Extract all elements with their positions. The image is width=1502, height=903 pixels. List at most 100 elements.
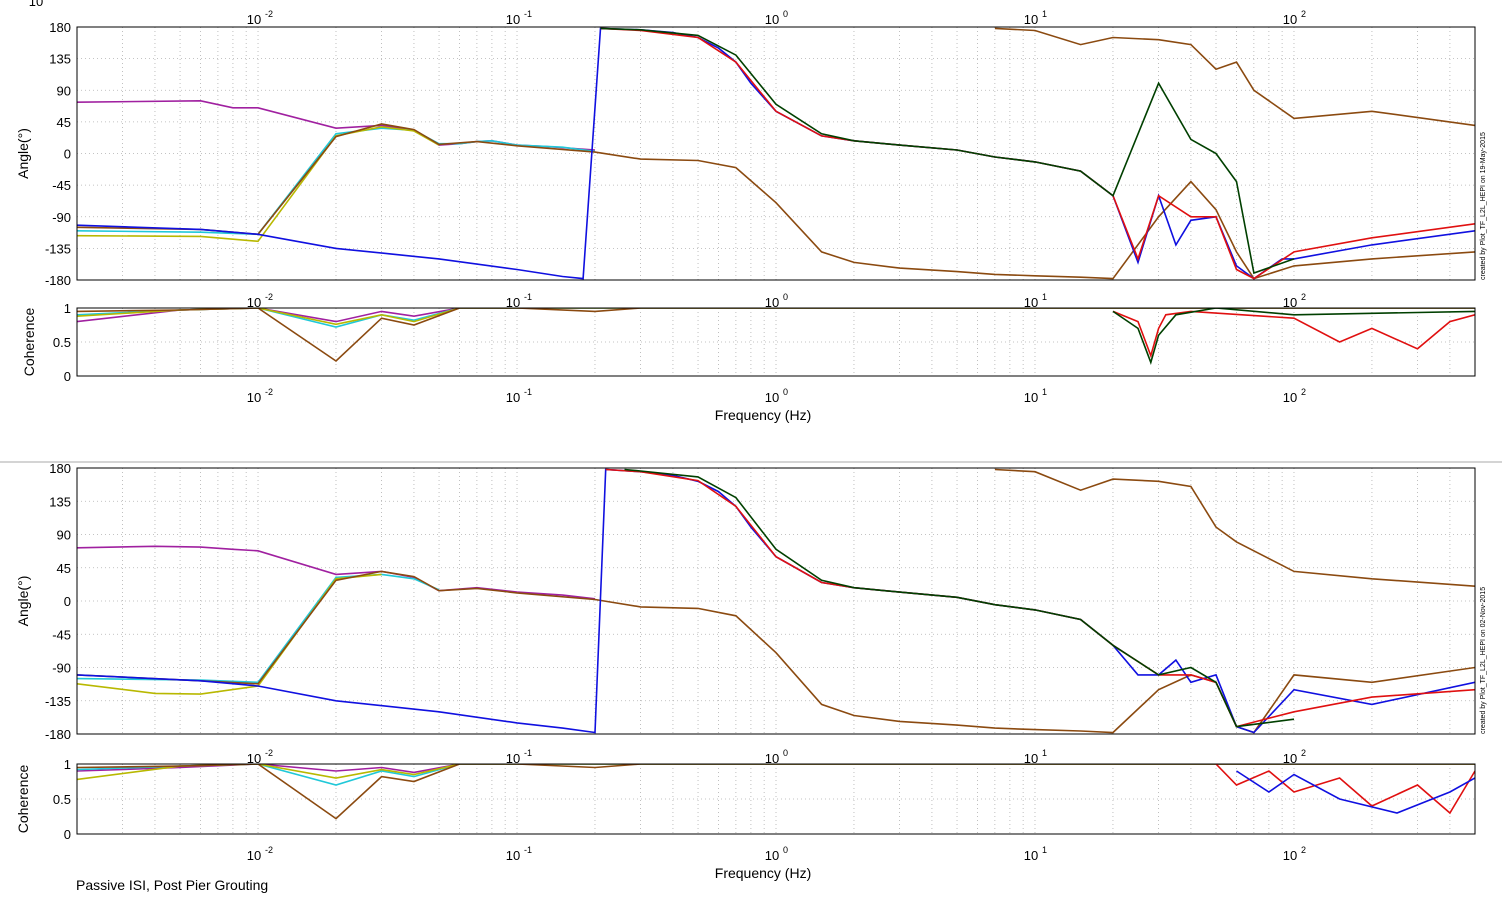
x-tick-label: 10 xyxy=(1283,390,1297,405)
x-tick-label: 10 xyxy=(1283,12,1297,27)
x-tick-label: 10 xyxy=(765,390,779,405)
x-axis-label: Frequency (Hz) xyxy=(715,865,811,881)
top-clipped-label: 10 xyxy=(29,0,43,9)
y-tick-label: 0.5 xyxy=(53,335,71,350)
y-tick-label: 45 xyxy=(57,115,71,130)
x-tick-exponent: 2 xyxy=(1301,292,1306,302)
x-tick-label: 10 xyxy=(1283,751,1297,766)
y-tick-label: 0 xyxy=(64,827,71,842)
y-tick-label: -135 xyxy=(45,694,71,709)
x-tick-label: 10 xyxy=(765,12,779,27)
x-tick-exponent: 0 xyxy=(783,9,788,19)
series-line xyxy=(600,27,1295,275)
y-axis-label: Angle(°) xyxy=(15,576,31,627)
x-tick-label: 10 xyxy=(247,848,261,863)
x-tick-label: 10 xyxy=(765,751,779,766)
y-tick-label: -180 xyxy=(45,727,71,742)
x-tick-exponent: 1 xyxy=(1042,387,1047,397)
x-tick-exponent: 2 xyxy=(1301,748,1306,758)
x-tick-label: 10 xyxy=(1024,848,1038,863)
y-tick-label: 135 xyxy=(49,494,71,509)
y-tick-label: 1 xyxy=(64,301,71,316)
x-tick-label: 10 xyxy=(247,12,261,27)
x-tick-exponent: -2 xyxy=(265,387,273,397)
x-tick-label: 10 xyxy=(506,390,520,405)
x-tick-exponent: 0 xyxy=(783,387,788,397)
series-line xyxy=(994,468,1475,587)
x-tick-label: 10 xyxy=(1024,751,1038,766)
series-line xyxy=(77,99,596,151)
y-tick-label: 0.5 xyxy=(53,792,71,807)
series-line xyxy=(77,123,1475,280)
figure-caption: Passive ISI, Post Pier Grouting xyxy=(76,877,269,893)
y-tick-label: 180 xyxy=(49,20,71,35)
y-tick-label: 0 xyxy=(64,594,71,609)
x-tick-exponent: 0 xyxy=(783,292,788,302)
x-tick-exponent: -2 xyxy=(265,292,273,302)
x-tick-label: 10 xyxy=(1283,848,1297,863)
y-tick-label: 90 xyxy=(57,528,71,543)
x-tick-label: 10 xyxy=(506,751,520,766)
x-tick-exponent: -1 xyxy=(524,748,532,758)
x-tick-exponent: 0 xyxy=(783,748,788,758)
series-line xyxy=(77,127,596,236)
x-tick-exponent: -1 xyxy=(524,292,532,302)
x-tick-exponent: 2 xyxy=(1301,9,1306,19)
x-tick-exponent: 2 xyxy=(1301,387,1306,397)
y-tick-label: 0 xyxy=(64,369,71,384)
x-tick-label: 10 xyxy=(506,295,520,310)
y-tick-label: 90 xyxy=(57,83,71,98)
y-tick-label: 0 xyxy=(64,147,71,162)
y-tick-label: -90 xyxy=(52,210,71,225)
x-tick-exponent: 1 xyxy=(1042,292,1047,302)
axes-frame xyxy=(76,26,1476,281)
axes-frame xyxy=(76,467,1476,735)
x-tick-exponent: 1 xyxy=(1042,748,1047,758)
x-axis-label: Frequency (Hz) xyxy=(715,407,811,423)
y-tick-label: -90 xyxy=(52,661,71,676)
x-tick-exponent: -2 xyxy=(265,845,273,855)
x-tick-exponent: 0 xyxy=(783,845,788,855)
x-tick-exponent: 1 xyxy=(1042,9,1047,19)
x-tick-label: 10 xyxy=(1024,390,1038,405)
y-tick-label: -45 xyxy=(52,627,71,642)
x-tick-label: 10 xyxy=(1283,295,1297,310)
y-tick-label: 180 xyxy=(49,461,71,476)
side-note: created by Plot_TF_L2L_HEPI on 02-Nov-20… xyxy=(1480,587,1487,734)
y-axis-label: Angle(°) xyxy=(15,128,31,179)
x-tick-exponent: -2 xyxy=(265,748,273,758)
series-line xyxy=(1236,770,1475,814)
x-tick-exponent: -2 xyxy=(265,9,273,19)
series-line xyxy=(1112,308,1475,365)
x-tick-label: 10 xyxy=(247,295,261,310)
axes-frame xyxy=(76,307,1476,377)
x-tick-label: 10 xyxy=(506,848,520,863)
x-tick-exponent: -1 xyxy=(524,9,532,19)
y-tick-label: 135 xyxy=(49,52,71,67)
y-tick-label: -135 xyxy=(45,241,71,256)
x-tick-label: 10 xyxy=(765,295,779,310)
x-tick-label: 10 xyxy=(765,848,779,863)
figure-separator xyxy=(0,461,1502,463)
axes-frame xyxy=(76,763,1476,835)
x-tick-label: 10 xyxy=(506,12,520,27)
x-tick-label: 10 xyxy=(1024,12,1038,27)
side-note: created by Plot_TF_L2L_HEPI on 19-May-20… xyxy=(1480,132,1487,280)
y-tick-label: -180 xyxy=(45,273,71,288)
y-axis-label: Coherence xyxy=(21,308,37,377)
x-tick-exponent: -1 xyxy=(524,845,532,855)
x-tick-exponent: 2 xyxy=(1301,845,1306,855)
x-tick-label: 10 xyxy=(1024,295,1038,310)
series-line xyxy=(1215,764,1475,815)
y-tick-label: 1 xyxy=(64,757,71,772)
x-tick-exponent: 1 xyxy=(1042,845,1047,855)
series-line xyxy=(1112,310,1475,359)
x-tick-label: 10 xyxy=(247,751,261,766)
series-line xyxy=(624,468,1295,728)
x-tick-exponent: -1 xyxy=(524,387,532,397)
x-tick-label: 10 xyxy=(247,390,261,405)
series-line xyxy=(994,27,1475,127)
y-tick-label: 45 xyxy=(57,561,71,576)
y-axis-label: Coherence xyxy=(15,765,31,834)
